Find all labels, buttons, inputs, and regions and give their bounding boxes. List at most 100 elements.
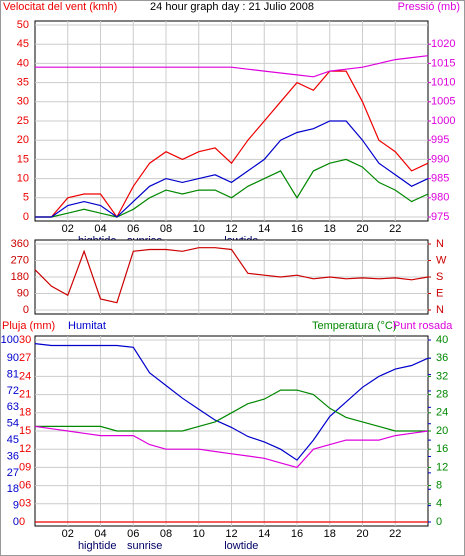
x-tick-label: 18 — [324, 223, 336, 235]
x-tick-label: 22 — [389, 528, 401, 540]
y2-tick-label: 1020 — [431, 38, 455, 50]
x-tick-label: 18 — [324, 528, 336, 540]
y2-tick-label: W — [436, 254, 447, 266]
y-tick-label: 21 — [19, 389, 31, 401]
y-tick-label: 12 — [19, 443, 31, 455]
y3-tick-label: 81 — [7, 368, 19, 380]
y2-tick-label: 975 — [431, 211, 449, 223]
y-tick-label: 20 — [17, 134, 29, 146]
y-tick-label: 35 — [17, 77, 29, 89]
y2-tick-label: 1015 — [431, 57, 455, 69]
y-tick-label: 45 — [17, 38, 29, 50]
y2-tick-label: 36 — [436, 352, 448, 364]
y-tick-label: 24 — [19, 370, 31, 382]
x-tick-label: 16 — [291, 223, 303, 235]
x-tick-label: 04 — [94, 528, 106, 540]
y-tick-label: 5 — [23, 192, 29, 204]
y3-tick-label: 90 — [7, 352, 19, 364]
x-tick-label: 12 — [225, 223, 237, 235]
x-tick-label: 20 — [356, 223, 368, 235]
y-tick-label: 0 — [19, 516, 25, 528]
x-tick-label: 20 — [356, 528, 368, 540]
y-tick-label: 30 — [17, 96, 29, 108]
data-line — [35, 158, 429, 218]
y-tick-label: 10 — [17, 173, 29, 185]
y2-tick-label: 16 — [436, 443, 448, 455]
legend-entry: Punt rosada — [393, 320, 453, 332]
y2-tick-label: 985 — [431, 173, 449, 185]
y-tick-label: 360 — [11, 238, 29, 250]
y2-tick-label: S — [436, 271, 443, 283]
data-line — [34, 425, 429, 469]
data-line — [35, 55, 429, 78]
y-tick-label: 03 — [19, 498, 31, 510]
y-tick-label: 15 — [19, 425, 31, 437]
y3-tick-label: 9 — [13, 500, 19, 512]
y-tick-label: 18 — [19, 407, 31, 419]
y2-axis-label: Pressió (mb) — [398, 1, 460, 13]
y-tick-label: 25 — [17, 115, 29, 127]
y3-tick-label: 0 — [13, 516, 19, 528]
y2-tick-label: 1000 — [431, 115, 455, 127]
annotation: sunrise — [127, 540, 162, 552]
y-tick-label: 09 — [19, 461, 31, 473]
x-tick-label: 16 — [291, 528, 303, 540]
y2-tick-label: 8 — [436, 480, 442, 492]
y2-tick-label: E — [436, 287, 443, 299]
y2-tick-label: 24 — [436, 407, 448, 419]
y2-tick-label: 990 — [431, 153, 449, 165]
y-tick-label: 0 — [23, 211, 29, 223]
y-axis-label: Velocitat del vent (kmh) — [3, 1, 117, 13]
x-tick-label: 02 — [62, 528, 74, 540]
data-line — [34, 343, 429, 461]
y2-tick-label: 32 — [436, 370, 448, 382]
legend-entry: Pluja (mm) — [2, 320, 55, 332]
data-line — [35, 120, 429, 218]
y3-tick-label: 63 — [7, 401, 19, 413]
y-tick-label: 30 — [19, 334, 31, 346]
y2-tick-label: 1010 — [431, 77, 455, 89]
y3-tick-label: 18 — [7, 483, 19, 495]
y2-tick-label: 40 — [436, 334, 448, 346]
y-tick-label: 06 — [19, 480, 31, 492]
legend-entry: Humitat — [68, 320, 106, 332]
y-tick-label: 270 — [11, 254, 29, 266]
annotation: lowtide — [224, 540, 258, 552]
y-tick-label: 90 — [17, 287, 29, 299]
legend-entry: Temperatura (°C) — [312, 320, 396, 332]
chart-title: 24 hour graph day : 21 Julio 2008 — [150, 1, 314, 13]
x-tick-label: 14 — [258, 528, 270, 540]
y3-tick-label: 100 — [1, 334, 19, 346]
y3-tick-label: 45 — [7, 434, 19, 446]
y2-tick-label: 995 — [431, 134, 449, 146]
data-line — [34, 247, 429, 304]
y-tick-label: 40 — [17, 57, 29, 69]
data-line — [35, 70, 429, 219]
y2-tick-label: N — [436, 238, 444, 250]
y3-tick-label: 72 — [7, 385, 19, 397]
x-tick-label: 04 — [94, 223, 106, 235]
x-tick-label: 22 — [389, 223, 401, 235]
y-tick-label: 27 — [19, 352, 31, 364]
y3-tick-label: 27 — [7, 467, 19, 479]
x-tick-label: 06 — [127, 223, 139, 235]
y2-tick-label: 980 — [431, 192, 449, 204]
x-tick-label: 02 — [62, 223, 74, 235]
x-tick-label: 08 — [160, 223, 172, 235]
y2-tick-label: N — [436, 304, 444, 316]
y-tick-label: 50 — [17, 19, 29, 31]
x-tick-label: 12 — [225, 528, 237, 540]
y3-tick-label: 54 — [7, 418, 19, 430]
y2-tick-label: 28 — [436, 389, 448, 401]
y-tick-label: 0 — [23, 304, 29, 316]
y2-tick-label: 20 — [436, 425, 448, 437]
x-tick-label: 08 — [160, 528, 172, 540]
data-line — [35, 389, 428, 432]
y3-tick-label: 36 — [7, 450, 19, 462]
y2-tick-label: 1005 — [431, 96, 455, 108]
y2-tick-label: 12 — [436, 461, 448, 473]
x-tick-label: 06 — [127, 528, 139, 540]
y2-tick-label: 4 — [436, 498, 442, 510]
y-tick-label: 15 — [17, 153, 29, 165]
